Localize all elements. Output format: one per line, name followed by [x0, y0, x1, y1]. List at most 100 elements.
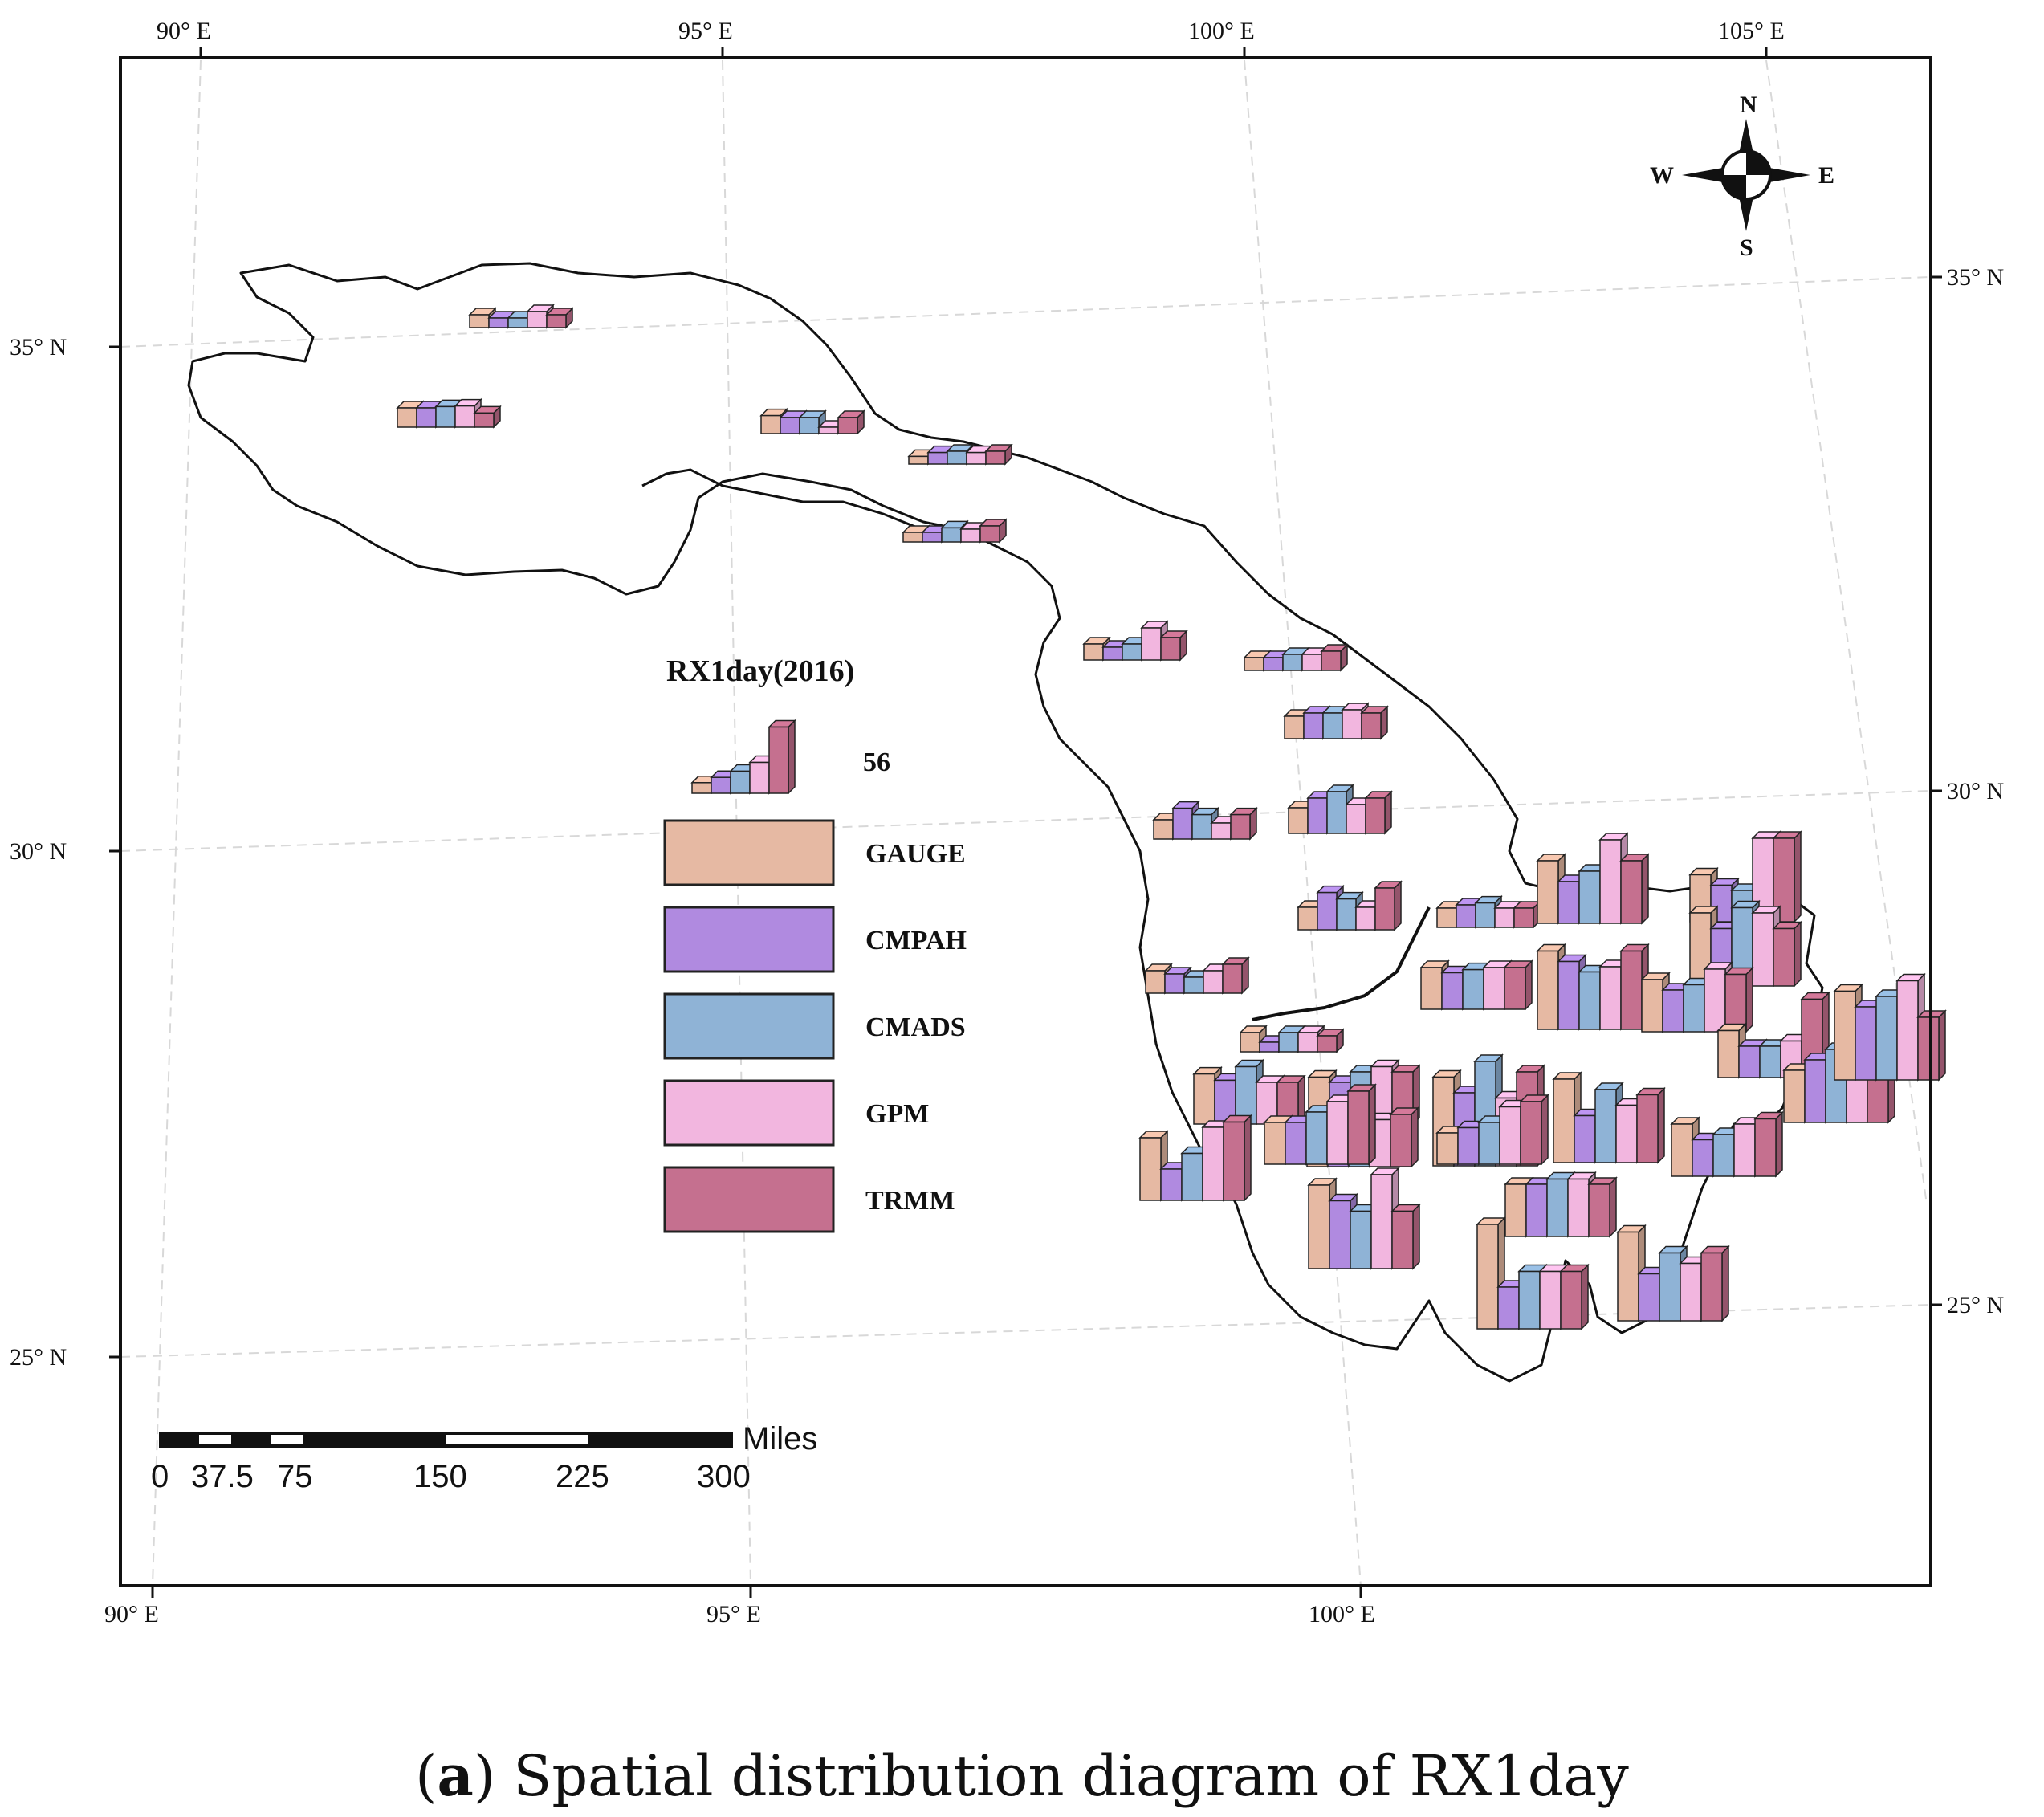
map-frame — [119, 56, 1932, 1587]
station-chart-26-bar-trmm — [1635, 1086, 1666, 1164]
compass-west: W — [1650, 162, 1674, 189]
north-arrow: N S E W — [1650, 92, 1834, 261]
station-chart-2-bar-trmm — [473, 405, 502, 429]
station-chart-26 — [1552, 1071, 1666, 1164]
bottom-lon-label-100: 100° E — [1309, 1601, 1375, 1628]
station-chart-4-bar-trmm — [984, 443, 1013, 466]
legend-reference-bars — [690, 719, 796, 795]
station-chart-23 — [1716, 991, 1830, 1079]
legend: RX1day(2016) 56 GAUGE CMPAH CMADS GPM TRMM — [663, 654, 967, 1233]
right-lat-label-30: 30° N — [1947, 778, 2004, 805]
station-chart-9-bar-trmm — [1229, 806, 1258, 841]
left-lat-label-25: 25° N — [10, 1344, 67, 1371]
station-chart-30-bar-trmm — [1587, 1176, 1618, 1238]
station-chart-21 — [1536, 943, 1650, 1031]
station-chart-35 — [1138, 1114, 1252, 1202]
station-chart-22-bar-gauge — [1640, 972, 1671, 1033]
station-chart-4 — [907, 443, 1013, 466]
station-chart-16 — [1419, 959, 1533, 1011]
station-chart-34-bar-trmm — [1346, 1083, 1377, 1166]
station-chart-10-bar-cmads — [1325, 784, 1354, 835]
compass-south: S — [1740, 234, 1753, 261]
scale-bar: Miles 0 37.5 75 150 225 300 — [151, 1421, 817, 1494]
station-chart-11-bar-trmm — [1374, 880, 1403, 931]
station-chart-30 — [1504, 1171, 1618, 1238]
scale-label-0: 0 — [151, 1459, 169, 1494]
station-chart-3-bar-trmm — [837, 409, 865, 435]
bottom-lon-label-90: 90° E — [104, 1601, 159, 1628]
station-chart-10-bar-trmm — [1364, 790, 1393, 835]
caption-text: Spatial distribution diagram of RX1day — [513, 1743, 1629, 1809]
station-chart-36 — [1833, 972, 1947, 1082]
legend-item-cmads: CMADS — [663, 992, 966, 1060]
station-chart-13-bar-trmm — [1221, 956, 1250, 995]
station-chart-11 — [1297, 880, 1403, 931]
top-lon-label-90: 90° E — [157, 18, 211, 44]
station-chart-32-bar-trmm — [1559, 1263, 1590, 1330]
scale-unit: Miles — [743, 1421, 817, 1456]
left-lat-label-35: 35° N — [10, 334, 67, 361]
legend-swatch-trmm — [663, 1166, 835, 1233]
legend-swatch-cmpah — [663, 906, 835, 973]
legend-title: RX1day(2016) — [666, 654, 854, 688]
station-charts — [396, 304, 1947, 1330]
station-chart-20-bar-trmm — [1772, 920, 1802, 988]
compass-north: N — [1740, 92, 1757, 118]
right-lat-label-35: 35° N — [1947, 264, 2004, 291]
scale-label-75: 75 — [277, 1459, 313, 1494]
river-line — [1252, 906, 1431, 1021]
station-chart-29 — [1435, 1094, 1549, 1166]
basin-outline — [187, 262, 1824, 1383]
station-chart-6-bar-trmm — [1159, 629, 1188, 662]
station-chart-28-bar-trmm — [1389, 1106, 1419, 1168]
legend-label-gauge: GAUGE — [865, 839, 966, 869]
station-chart-1-bar-trmm — [545, 307, 574, 329]
station-chart-16-bar-trmm — [1503, 959, 1533, 1011]
legend-reference-chart — [690, 719, 796, 795]
station-chart-15 — [1192, 1058, 1306, 1126]
station-chart-10 — [1287, 784, 1393, 835]
station-chart-7 — [1243, 643, 1349, 672]
station-chart-12 — [1435, 894, 1541, 929]
station-chart-27-bar-trmm — [1753, 1110, 1784, 1178]
legend-item-gpm: GPM — [663, 1079, 929, 1147]
bottom-lon-label-95: 95° E — [706, 1601, 761, 1628]
left-lat-label-30: 30° N — [10, 838, 67, 865]
scale-label-225: 225 — [556, 1459, 609, 1494]
legend-item-gauge: GAUGE — [663, 819, 966, 886]
station-chart-7-bar-trmm — [1320, 643, 1349, 672]
legend-swatches: GAUGE CMPAH CMADS GPM TRMM — [663, 819, 967, 1233]
station-chart-5-bar-trmm — [979, 518, 1008, 544]
station-chart-22-bar-trmm — [1724, 966, 1754, 1033]
station-chart-1 — [468, 304, 574, 329]
sub-basin-line — [641, 468, 924, 532]
station-chart-14-bar-trmm — [1316, 1028, 1345, 1053]
station-chart-34 — [1263, 1083, 1377, 1166]
legend-swatch-gpm — [663, 1079, 835, 1147]
scale-label-150: 150 — [413, 1459, 467, 1494]
station-chart-12-bar-trmm — [1513, 900, 1541, 929]
station-chart-19-bar-trmm — [1772, 830, 1802, 923]
station-chart-35-bar-trmm — [1222, 1114, 1252, 1202]
top-lon-label-105: 105° E — [1718, 18, 1785, 44]
caption-letter: a — [437, 1742, 474, 1809]
legend-reference-value: 56 — [863, 748, 890, 777]
legend-item-cmpah: CMPAH — [663, 906, 967, 973]
station-chart-5 — [902, 518, 1008, 544]
legend-swatch-gauge — [663, 819, 835, 886]
station-chart-2 — [396, 397, 502, 429]
right-lat-label-25: 25° N — [1947, 1292, 2004, 1318]
station-chart-18 — [1536, 832, 1650, 925]
compass-east: E — [1818, 162, 1834, 189]
station-chart-32 — [1476, 1216, 1590, 1330]
station-chart-13 — [1144, 956, 1250, 995]
station-chart-9 — [1152, 800, 1258, 841]
station-chart-29-bar-trmm — [1519, 1094, 1549, 1166]
station-chart-33 — [1616, 1224, 1730, 1322]
legend-item-trmm: TRMM — [663, 1166, 955, 1233]
station-chart-6 — [1082, 620, 1188, 662]
graticule — [120, 59, 1932, 1587]
legend-reference-bars-bar-trmm — [768, 719, 796, 795]
station-chart-31-bar-trmm — [1390, 1203, 1421, 1270]
station-chart-8 — [1283, 702, 1389, 740]
